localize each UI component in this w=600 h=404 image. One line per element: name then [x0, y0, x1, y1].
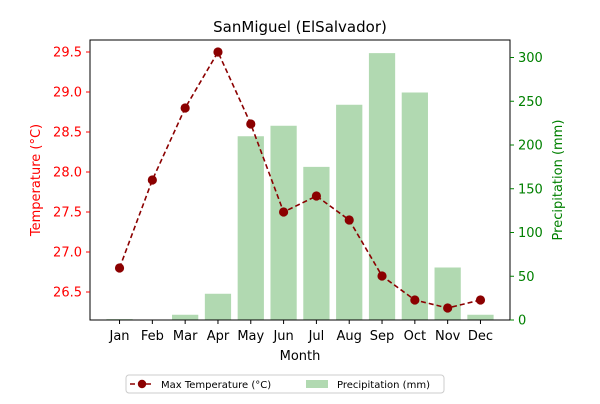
y-right-tick-label: 300	[518, 51, 543, 66]
precip-bar-may	[237, 136, 264, 320]
x-tick-label-aug: Aug	[337, 329, 362, 344]
temperature-point-oct	[410, 295, 420, 305]
y-right-tick-label: 0	[518, 314, 526, 329]
temperature-point-dec	[475, 295, 486, 305]
y-axis-right: 0 50 100 150 200 250 300	[510, 51, 543, 329]
legend-label-precipitation: Precipitation (mm)	[337, 380, 430, 391]
y-left-tick-label: 26.5	[53, 286, 82, 301]
temperature-point-sep	[377, 271, 387, 281]
y-left-tick-label: 27.5	[53, 206, 82, 221]
y-right-tick-label: 200	[518, 139, 543, 154]
legend-frame	[125, 374, 445, 394]
x-tick-label-jun: Jun	[272, 329, 293, 344]
precip-bar-oct	[401, 92, 428, 320]
legend-line-marker	[137, 379, 147, 389]
x-axis: Jan Feb Mar Apr May Jun Jul Aug Sep Oct Nov Dec	[109, 320, 493, 344]
y-right-tick-label: 250	[518, 95, 543, 110]
x-tick-label-jul: Jul	[308, 329, 325, 344]
y-right-tick-label: 50	[518, 270, 535, 285]
precip-bar-apr	[204, 293, 232, 320]
x-tick-label-mar: Mar	[173, 329, 198, 344]
temperature-point-apr	[213, 47, 223, 57]
temperature-point-may	[246, 119, 256, 129]
temperature-point-jan	[114, 263, 125, 273]
y-axis-left: 26.5 27.0 27.5 28.0 28.5 29.0 29.5	[53, 46, 90, 301]
precip-bar-mar	[172, 314, 199, 320]
legend: Max Temperature (°C) Precipitation (mm)	[125, 374, 445, 394]
y-axis-left-label: Temperature (°C)	[29, 124, 44, 237]
x-axis-label: Month	[280, 349, 321, 364]
y-left-tick-label: 28.5	[53, 126, 82, 141]
x-tick-label-jan: Jan	[109, 329, 130, 344]
temperature-point-jul	[311, 191, 322, 201]
temperature-point-feb	[147, 175, 157, 185]
x-tick-label-nov: Nov	[435, 329, 461, 344]
bars-layer	[106, 53, 494, 320]
precip-bar-jun	[270, 125, 297, 320]
y-left-tick-label: 29.5	[53, 46, 82, 61]
y-axis-right-label: Precipitation (mm)	[551, 120, 566, 241]
line-layer	[114, 47, 486, 313]
temperature-point-mar	[180, 103, 190, 113]
x-tick-label-apr: Apr	[207, 329, 230, 344]
x-tick-label-feb: Feb	[141, 329, 164, 344]
y-right-tick-label: 100	[518, 226, 543, 241]
x-tick-label-may: May	[237, 329, 264, 344]
precip-bar-dec	[467, 314, 494, 320]
x-tick-label-sep: Sep	[370, 329, 395, 344]
plot-frame	[89, 39, 511, 321]
y-left-tick-label: 27.0	[53, 246, 82, 261]
x-tick-label-oct: Oct	[404, 329, 426, 344]
y-left-tick-label: 29.0	[53, 86, 82, 101]
chart-title: SanMiguel (ElSalvador)	[213, 18, 387, 36]
x-tick-label-dec: Dec	[468, 329, 493, 344]
temperature-point-aug	[344, 215, 354, 225]
temperature-point-nov	[443, 303, 453, 313]
precip-bar-jul	[303, 166, 330, 320]
legend-bar-swatch	[306, 380, 328, 388]
precip-bar-aug	[336, 104, 363, 320]
y-left-tick-label: 28.0	[53, 166, 82, 181]
temperature-point-jun	[278, 207, 289, 217]
y-right-tick-label: 150	[518, 182, 543, 197]
legend-label-temperature: Max Temperature (°C)	[161, 380, 271, 391]
